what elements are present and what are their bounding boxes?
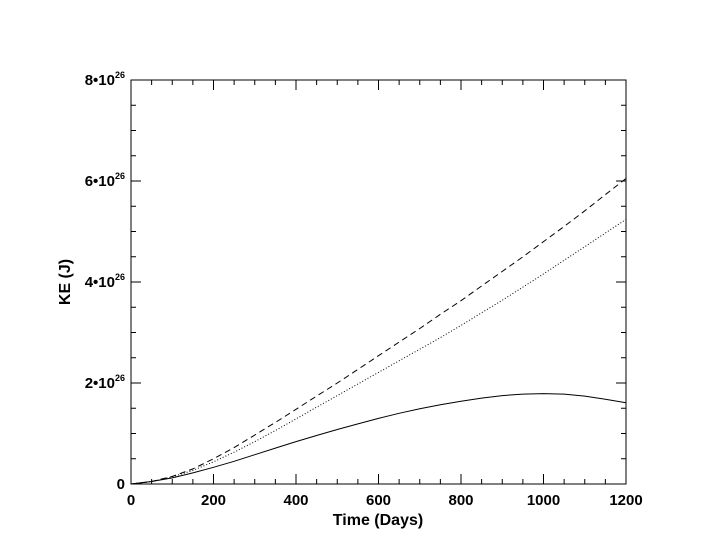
x-tick-label: 200 [201,492,226,509]
x-axis-label: Time (Days) [333,512,423,529]
series-line-solid [130,393,627,485]
y-tick-labels: 0 2•1026 4•1026 6•1026 8•1026 [85,70,125,493]
series-lines [130,178,627,485]
x-tick-label: 800 [448,492,473,509]
y-tick-label: 4•1026 [85,272,125,291]
x-tick-labels: 0 200 400 600 800 1000 1200 [127,492,643,509]
series-line-dashed [130,178,627,485]
y-tick-label: 0 [117,476,125,493]
x-tick-label: 0 [127,492,135,509]
y-tick-label: 6•1026 [85,171,125,190]
y-tick-label: 8•1026 [85,70,125,89]
y-axis-label: KE (J) [57,259,74,305]
ticks [130,79,627,485]
plot-frame [130,79,627,485]
x-tick-label: 600 [366,492,391,509]
x-tick-label: 1000 [527,492,560,509]
y-tick-label: 2•1026 [85,373,125,392]
x-tick-label: 400 [283,492,308,509]
series-line-dotted [130,218,627,485]
x-tick-label: 1200 [609,492,642,509]
